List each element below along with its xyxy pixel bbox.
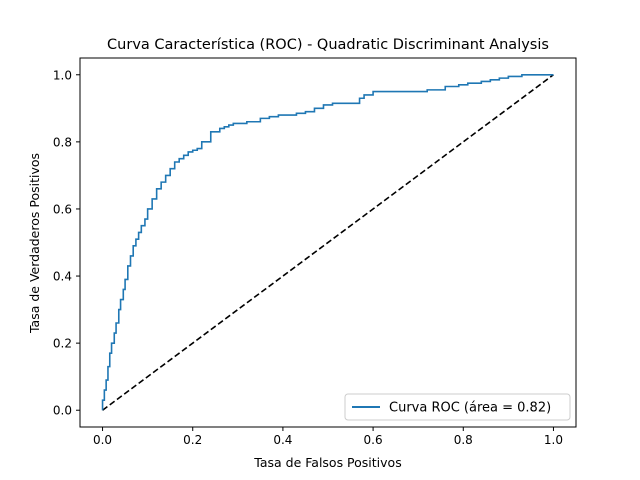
plot-area <box>79 57 577 428</box>
x-tick-label: 1.0 <box>544 433 563 447</box>
x-tick-label: 0.0 <box>93 433 112 447</box>
chart-title: Curva Característica (ROC) - Quadratic D… <box>107 37 549 53</box>
y-tick-label: 1.0 <box>53 68 72 82</box>
legend-label: Curva ROC (área = 0.82) <box>389 401 551 416</box>
y-axis-ticks: 0.0 0.2 0.4 0.6 0.8 1.0 <box>53 68 80 418</box>
y-tick-label: 0.6 <box>53 202 72 216</box>
y-axis-label: Tasa de Verdaderos Positivos <box>27 153 42 334</box>
legend: Curva ROC (área = 0.82) <box>344 393 571 421</box>
x-tick-label: 0.4 <box>273 433 292 447</box>
x-tick-label: 0.6 <box>364 433 383 447</box>
y-tick-label: 0.4 <box>53 270 72 284</box>
axes-frame <box>79 57 577 428</box>
x-tick-label: 0.2 <box>183 433 202 447</box>
x-axis-label: Tasa de Falsos Positivos <box>253 455 401 470</box>
roc-curve-line <box>101 73 554 411</box>
chance-line <box>102 74 554 411</box>
x-tick-label: 0.8 <box>454 433 473 447</box>
x-axis-ticks: 0.0 0.2 0.4 0.6 0.8 1.0 <box>93 427 563 447</box>
y-tick-label: 0.0 <box>53 404 72 418</box>
y-tick-label: 0.2 <box>53 337 72 351</box>
legend-box <box>344 393 571 421</box>
y-tick-label: 0.8 <box>53 135 72 149</box>
